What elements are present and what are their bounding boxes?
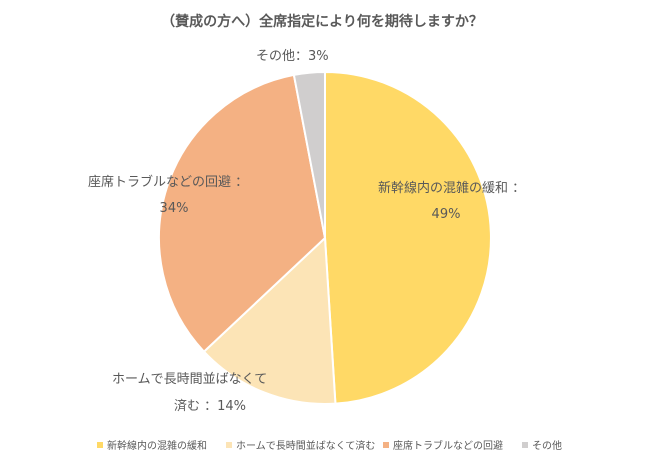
legend-label-3: その他 bbox=[532, 439, 562, 452]
data-label-3: その他：3% bbox=[256, 49, 329, 64]
legend-swatch-0 bbox=[97, 442, 103, 448]
pie-slice-3 bbox=[292, 70, 326, 239]
legend-label-2: 座席トラブルなどの回避 bbox=[393, 439, 503, 452]
data-label-0-line2: 49% bbox=[432, 207, 461, 222]
legend-label-0: 新幹線内の混雑の緩和 bbox=[107, 439, 207, 452]
legend-swatch-1 bbox=[226, 442, 232, 448]
pie-slice-2 bbox=[158, 73, 327, 354]
data-label-1-line1: ホームで長時間並ばなくて bbox=[112, 372, 267, 387]
pie-slices bbox=[158, 70, 492, 405]
pie-slice-1 bbox=[202, 235, 337, 405]
data-label-1-line2: 済む ：14% bbox=[174, 398, 246, 414]
legend-swatch-2 bbox=[383, 442, 389, 448]
data-label-0-line1: 新幹線内の混雑の緩和 ： bbox=[378, 180, 525, 196]
data-label-2-line2: 34% bbox=[160, 201, 189, 216]
chart-title: （賛成の方へ）全席指定により何を期待しますか？ bbox=[161, 13, 483, 30]
legend: 新幹線内の混雑の緩和 ホームで長時間並ばなくて済む 座席トラブルなどの回避 その… bbox=[97, 439, 562, 452]
legend-swatch-3 bbox=[522, 442, 528, 448]
data-label-2-line1: 座席トラブルなどの回避 ： bbox=[88, 174, 248, 190]
legend-label-1: ホームで長時間並ばなくて済む bbox=[236, 439, 375, 452]
pie-slice-0 bbox=[324, 70, 492, 405]
